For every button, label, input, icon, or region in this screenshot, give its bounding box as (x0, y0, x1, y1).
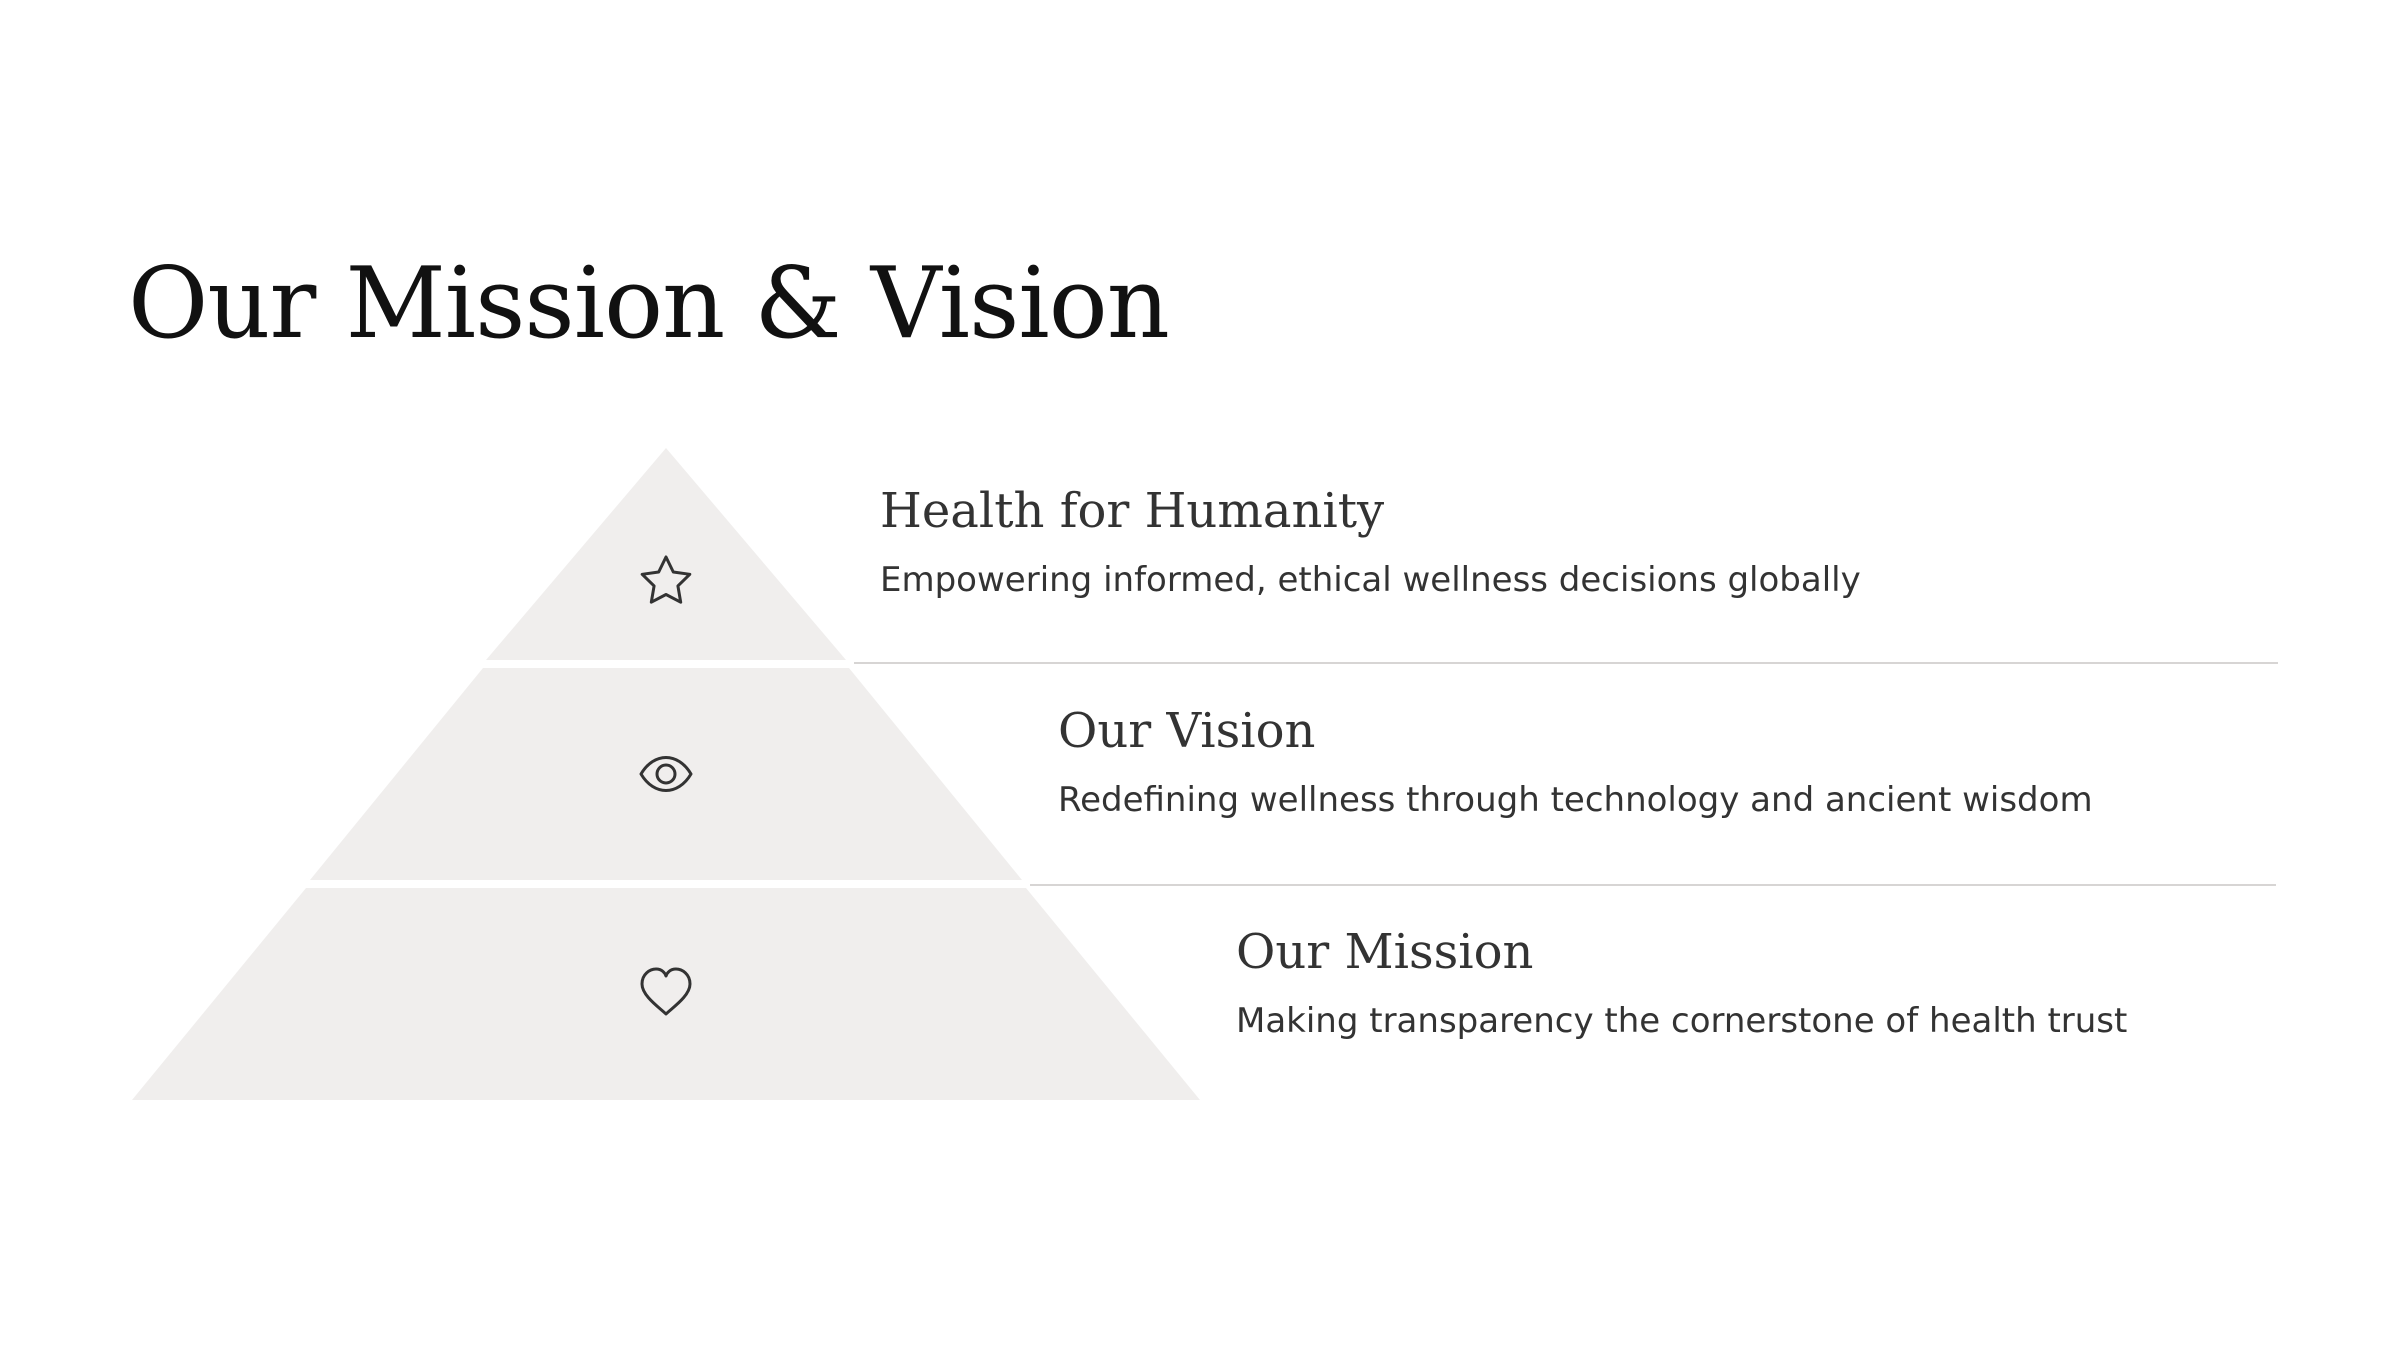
tier-text-top: Health for Humanity Empowering informed,… (880, 485, 1861, 601)
star-icon (640, 555, 692, 604)
pyramid-tier-middle (310, 668, 1022, 880)
slide-title: Our Mission & Vision (128, 247, 1170, 361)
tier-text-bottom: Our Mission Making transparency the corn… (1236, 926, 2127, 1042)
tier-description: Empowering informed, ethical wellness de… (880, 559, 1861, 600)
heart-icon (640, 967, 692, 1016)
eye-icon (639, 756, 693, 792)
pyramid-tier-bottom (132, 888, 1200, 1100)
divider-top (854, 662, 2278, 664)
pyramid-tier-top (486, 448, 846, 660)
divider-middle (1030, 884, 2276, 886)
tier-text-middle: Our Vision Redefining wellness through t… (1058, 705, 2093, 821)
tier-description: Making transparency the cornerstone of h… (1236, 1000, 2128, 1041)
tier-description: Redefining wellness through technology a… (1058, 779, 2093, 820)
tier-heading: Our Vision (1058, 703, 1316, 759)
tier-heading: Our Mission (1236, 924, 1534, 980)
tier-heading: Health for Humanity (880, 483, 1385, 539)
